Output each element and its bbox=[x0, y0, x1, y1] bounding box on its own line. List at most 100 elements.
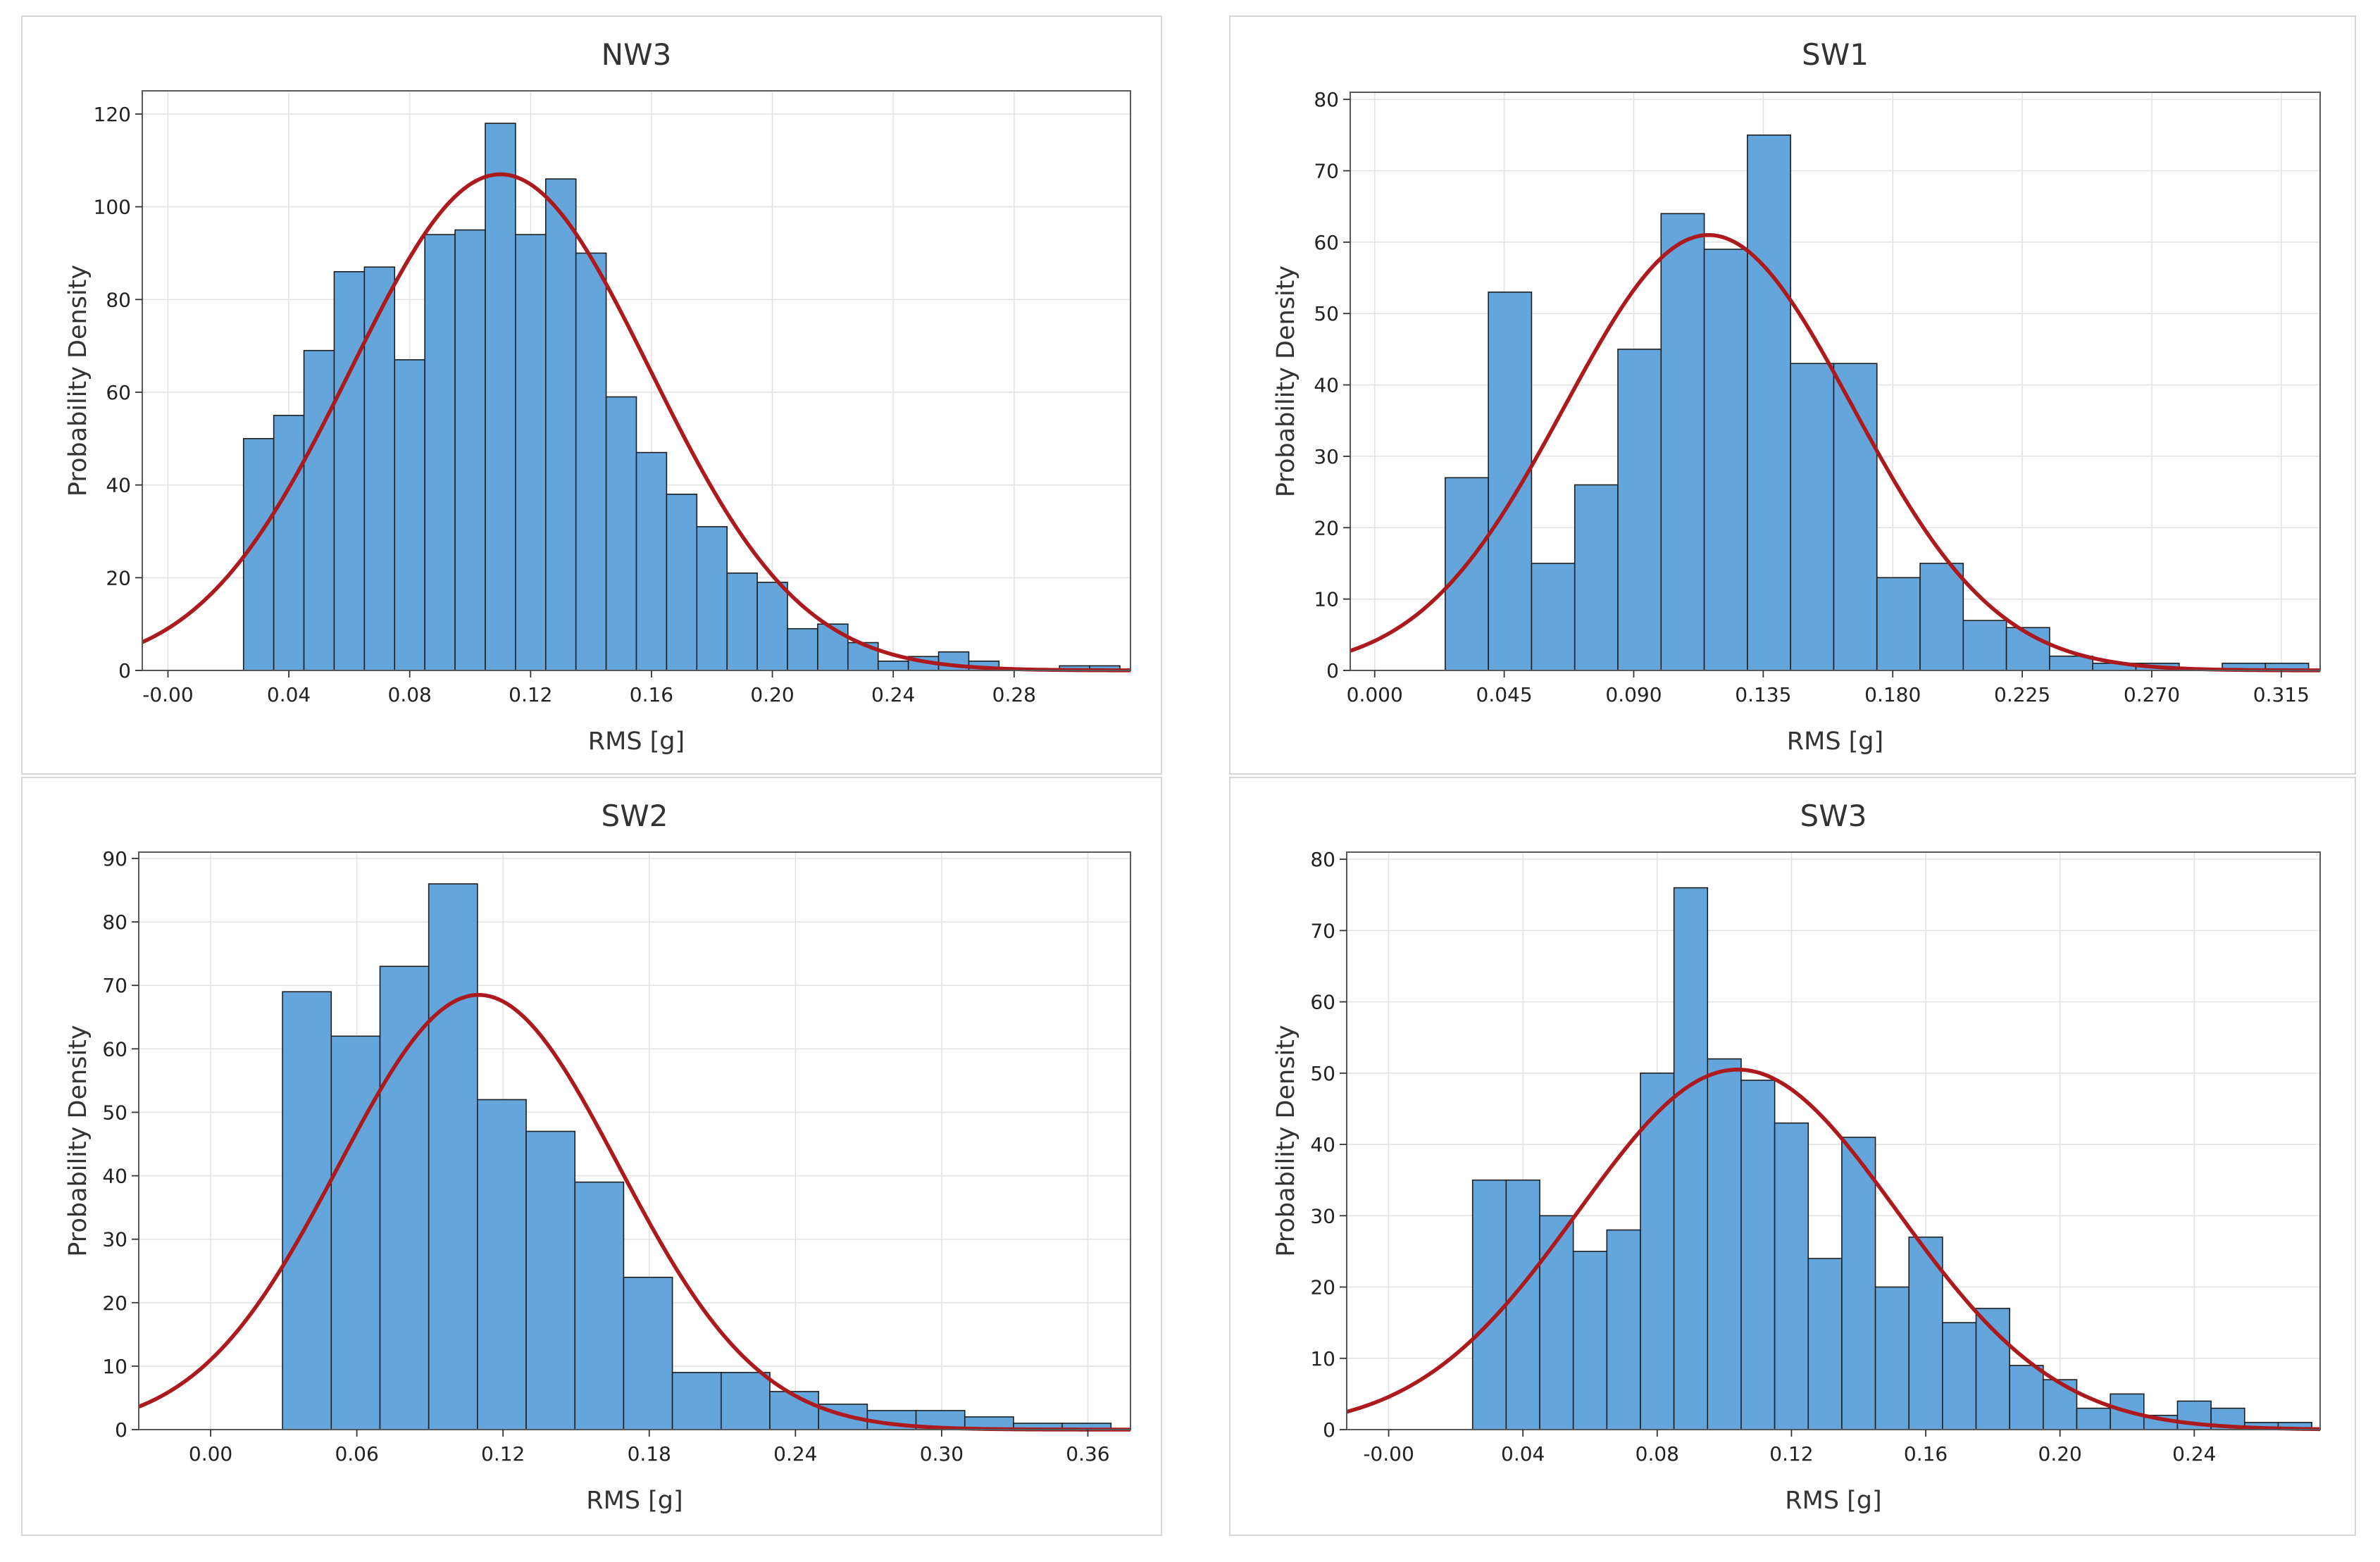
x-tick-label: 0.20 bbox=[2038, 1442, 2082, 1466]
x-tick-label: 0.08 bbox=[388, 683, 432, 706]
histogram-bar bbox=[1919, 563, 1964, 671]
histogram-bar bbox=[1874, 1286, 1910, 1430]
histogram-bar bbox=[525, 1130, 576, 1430]
histogram-bar bbox=[787, 627, 818, 671]
x-axis-label: RMS [g] bbox=[1785, 1487, 1881, 1515]
x-tick-label: 0.090 bbox=[1605, 683, 1662, 706]
histogram-bar bbox=[424, 234, 456, 671]
histogram-bar bbox=[515, 234, 547, 671]
x-tick-label: 0.24 bbox=[773, 1442, 817, 1466]
y-tick-label: 30 bbox=[1310, 1204, 1335, 1227]
histogram-bar bbox=[1841, 1137, 1876, 1430]
x-tick-label: 0.24 bbox=[871, 683, 915, 706]
x-tick-label: 0.045 bbox=[1476, 683, 1533, 706]
histogram-bar bbox=[2009, 1365, 2044, 1430]
y-axis-label: Probability Density bbox=[64, 1025, 92, 1256]
x-tick-label: 0.225 bbox=[1994, 683, 2050, 706]
chart-panel-sw1: SW1 0.000 0.045 0.090 0.135 0.180 0.225 0.270 0.… bbox=[1229, 15, 2356, 775]
histogram-bar bbox=[454, 229, 486, 671]
plot-area-frame bbox=[1346, 851, 2321, 1430]
histogram-bar bbox=[333, 270, 366, 671]
histogram-bar bbox=[363, 266, 396, 671]
x-tick-label: 0.06 bbox=[335, 1442, 378, 1466]
histogram-bar bbox=[847, 642, 879, 671]
histogram-bar bbox=[1807, 1258, 1843, 1430]
histogram-bar bbox=[1471, 1179, 1507, 1430]
y-axis-label: Probability Density bbox=[64, 265, 92, 496]
plot-area-frame bbox=[142, 90, 1131, 671]
histogram-bar bbox=[696, 526, 728, 671]
y-tick-label: 50 bbox=[1310, 1062, 1335, 1085]
histogram-bar bbox=[1962, 620, 2007, 671]
y-tick-label: 20 bbox=[1314, 516, 1339, 539]
y-tick-label: 60 bbox=[1314, 231, 1339, 254]
x-tick-label: -0.00 bbox=[1363, 1442, 1414, 1466]
histogram-bar bbox=[623, 1276, 673, 1430]
histogram-bar bbox=[2043, 1379, 2078, 1430]
histogram-chart-sw3: SW3 -0.00 0.04 0.08 0.12 0.16 0.20 0.24 0 10 20 30 4… bbox=[1272, 799, 2321, 1515]
histogram-bar bbox=[671, 1372, 722, 1430]
y-axis-label: Probability Density bbox=[1272, 1025, 1300, 1256]
histogram-bar bbox=[575, 252, 607, 671]
y-tick-label: 40 bbox=[106, 474, 131, 497]
x-tick-label: 0.12 bbox=[481, 1442, 525, 1466]
y-tick-label: 20 bbox=[106, 566, 131, 589]
histogram-bar bbox=[721, 1372, 771, 1430]
histogram-bar bbox=[330, 1035, 381, 1430]
y-tick-label: 120 bbox=[94, 103, 131, 126]
histogram-bar bbox=[273, 415, 305, 671]
x-tick-label: 0.00 bbox=[189, 1442, 232, 1466]
histogram-bar bbox=[1606, 1229, 1641, 1430]
histogram-bar bbox=[635, 451, 668, 671]
y-tick-label: 20 bbox=[102, 1292, 127, 1315]
x-tick-label: 0.000 bbox=[1347, 683, 1403, 706]
x-tick-label: 0.180 bbox=[1864, 683, 1921, 706]
x-tick-label: 0.270 bbox=[2124, 683, 2180, 706]
histogram-bar bbox=[666, 494, 698, 671]
y-tick-label: 70 bbox=[1310, 919, 1335, 942]
y-tick-label: 10 bbox=[1310, 1347, 1335, 1370]
y-tick-label: 0 bbox=[115, 1418, 127, 1442]
histogram-bar bbox=[1572, 1251, 1608, 1430]
plot-area-frame bbox=[1350, 92, 2321, 671]
chart-title: SW1 bbox=[1802, 37, 1869, 72]
x-tick-label: 0.24 bbox=[2172, 1442, 2216, 1466]
histogram-bar bbox=[1445, 477, 1489, 671]
histogram-bar bbox=[1876, 577, 1921, 671]
histogram-bar bbox=[1640, 1073, 1675, 1430]
x-tick-label: 0.315 bbox=[2253, 683, 2310, 706]
histogram-bar bbox=[756, 582, 788, 671]
y-tick-label: 60 bbox=[1310, 991, 1335, 1014]
x-tick-label: 0.16 bbox=[1904, 1442, 1948, 1466]
histogram-bar bbox=[2076, 1407, 2111, 1430]
normal-fit-curve bbox=[1346, 1068, 2321, 1432]
y-tick-label: 100 bbox=[94, 196, 131, 219]
chart-title: NW3 bbox=[602, 37, 672, 72]
histogram-bar bbox=[242, 437, 275, 671]
chart-title: SW2 bbox=[602, 799, 668, 833]
histogram-bar bbox=[769, 1391, 819, 1430]
plot-area-frame bbox=[138, 851, 1131, 1430]
y-tick-label: 80 bbox=[1314, 88, 1339, 111]
histogram-bar bbox=[877, 661, 909, 671]
x-axis-label: RMS [g] bbox=[588, 727, 685, 756]
histogram-bar bbox=[1660, 213, 1705, 671]
histogram-bar bbox=[1975, 1308, 2010, 1430]
histogram-bar bbox=[379, 966, 430, 1430]
histogram-bar bbox=[574, 1181, 625, 1430]
histogram-bar bbox=[544, 178, 577, 671]
histogram-bar bbox=[1531, 563, 1576, 671]
y-tick-label: 50 bbox=[1314, 302, 1339, 325]
y-tick-label: 80 bbox=[1310, 848, 1335, 871]
y-tick-label: 10 bbox=[1314, 588, 1339, 611]
histogram-bar bbox=[817, 623, 849, 671]
histogram-chart-nw3: NW3 -0.00 0.04 0.08 0.12 0.16 0.20 0.24 0.28 0 20 4… bbox=[64, 37, 1131, 756]
y-tick-label: 30 bbox=[102, 1228, 127, 1251]
y-tick-label: 80 bbox=[102, 911, 127, 934]
histogram-bar bbox=[1574, 484, 1619, 671]
x-tick-label: 0.18 bbox=[628, 1442, 671, 1466]
y-tick-label: 70 bbox=[1314, 159, 1339, 182]
y-tick-label: 40 bbox=[102, 1165, 127, 1188]
x-axis-label: RMS [g] bbox=[586, 1487, 683, 1515]
histogram-bar bbox=[282, 991, 332, 1430]
